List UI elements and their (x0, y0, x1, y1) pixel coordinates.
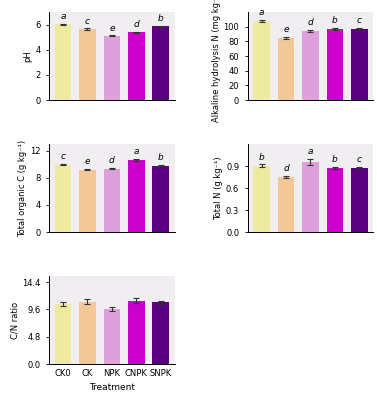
Bar (55, 24, 71, 100)
Bar (55, 165, 71, 232)
Bar (152, 166, 169, 232)
Bar (326, 168, 343, 232)
Y-axis label: Alkaline hydrolysis N (mg kg⁻¹): Alkaline hydrolysis N (mg kg⁻¹) (212, 0, 221, 122)
Text: d: d (308, 18, 313, 27)
Bar (351, 29, 368, 100)
Bar (152, 26, 169, 100)
Y-axis label: Total N (g kg⁻¹): Total N (g kg⁻¹) (214, 156, 223, 220)
X-axis label: Treatment: Treatment (89, 384, 135, 392)
Bar (302, 162, 319, 232)
Bar (302, 31, 319, 100)
Text: e: e (85, 158, 90, 166)
Text: b: b (259, 153, 264, 162)
Text: b: b (158, 14, 164, 23)
Bar (104, 169, 120, 232)
Text: b: b (158, 153, 164, 162)
Bar (326, 29, 343, 100)
Bar (253, 21, 270, 100)
Text: d: d (109, 156, 115, 165)
Bar (55, 304, 71, 364)
Bar (128, 32, 144, 100)
Y-axis label: Total organic C (g kg⁻¹): Total organic C (g kg⁻¹) (18, 140, 28, 236)
Bar (351, 168, 368, 232)
Bar (79, 170, 96, 232)
Text: a: a (308, 147, 313, 156)
Text: c: c (61, 152, 66, 161)
Bar (253, 166, 270, 232)
Text: a: a (259, 8, 264, 17)
Bar (278, 177, 294, 232)
Text: c: c (357, 155, 362, 164)
Bar (128, 160, 144, 232)
Text: c: c (85, 17, 90, 26)
Bar (104, 36, 120, 100)
Bar (128, 301, 144, 364)
Bar (104, 309, 120, 364)
Text: c: c (357, 16, 362, 25)
Text: d: d (133, 20, 139, 29)
Bar (79, 29, 96, 100)
Text: b: b (332, 155, 338, 164)
Bar (152, 302, 169, 364)
Text: e: e (283, 25, 289, 34)
Text: a: a (133, 148, 139, 156)
Text: a: a (60, 12, 66, 21)
Y-axis label: pH: pH (23, 50, 32, 62)
Y-axis label: C/N ratio: C/N ratio (11, 302, 20, 338)
Bar (79, 302, 96, 364)
Text: e: e (109, 24, 115, 33)
Text: b: b (332, 16, 338, 25)
Bar (278, 38, 294, 100)
Text: d: d (283, 164, 289, 173)
